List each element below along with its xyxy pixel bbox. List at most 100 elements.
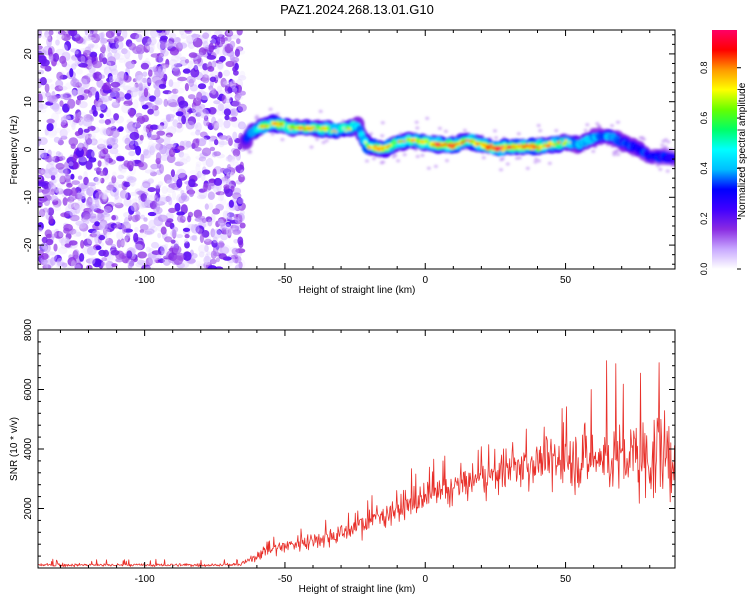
ridge-cell <box>558 141 562 144</box>
noise-blob <box>206 251 211 256</box>
noise-blob <box>71 122 76 130</box>
noise-blob <box>89 256 96 265</box>
y-tick-label: 8000 <box>23 318 34 341</box>
noise-blob <box>149 124 159 130</box>
noise-blob <box>150 134 161 140</box>
noise-blob <box>185 140 192 148</box>
noise-blob <box>236 38 241 45</box>
ridge-cell <box>460 141 463 145</box>
noise-blob <box>220 198 227 206</box>
noise-blob <box>115 30 123 34</box>
noise-blob <box>213 100 221 105</box>
noise-blob <box>173 69 182 77</box>
noise-blob <box>38 227 43 233</box>
noise-blob <box>75 113 80 124</box>
noise-blob <box>141 179 151 189</box>
noise-blob <box>223 69 231 77</box>
noise-blob <box>159 144 167 155</box>
noise-blob <box>67 58 76 68</box>
noise-blob <box>116 155 125 161</box>
noise-blob <box>140 183 150 193</box>
noise-blob <box>70 187 78 197</box>
noise-blob <box>105 108 112 118</box>
noise-blob <box>56 33 65 40</box>
noise-blob <box>187 215 192 223</box>
noise-blob <box>61 127 71 134</box>
noise-blob <box>39 77 47 86</box>
ridge-cell <box>503 147 507 150</box>
ridge-cell <box>499 147 503 151</box>
y-tick-label: 4000 <box>23 437 34 460</box>
noise-blob <box>162 90 172 95</box>
noise-blob <box>202 63 209 71</box>
noise-blob <box>110 64 117 75</box>
noise-blob <box>103 209 108 215</box>
noise-blob <box>141 264 151 269</box>
noise-blob <box>54 85 64 92</box>
noise-blob <box>161 186 168 194</box>
ridge-speck <box>536 124 541 127</box>
ridge-cell <box>513 146 516 149</box>
ridge-speck <box>280 138 285 142</box>
noise-blob <box>177 76 188 82</box>
noise-blob <box>130 256 138 263</box>
noise-blob <box>78 63 88 68</box>
noise-blob <box>224 188 233 197</box>
noise-blob <box>74 205 81 214</box>
x-tick-label: -100 <box>135 574 155 585</box>
noise-blob <box>165 143 176 150</box>
noise-blob <box>147 211 157 217</box>
ridge-cell <box>301 126 304 130</box>
ridge-speck <box>516 132 521 136</box>
noise-blob <box>231 247 239 255</box>
noise-blob <box>203 238 213 245</box>
noise-blob <box>172 63 181 69</box>
noise-blob <box>101 261 106 266</box>
noise-blob <box>62 197 68 206</box>
noise-blob <box>204 253 209 263</box>
noise-blob <box>156 197 162 205</box>
noise-blob <box>136 122 141 129</box>
ridge-speck <box>595 122 600 126</box>
ridge-cell <box>556 141 560 144</box>
ridge-speck <box>500 157 505 161</box>
noise-blob <box>89 44 94 50</box>
noise-blob <box>63 188 73 196</box>
noise-blob <box>239 70 246 79</box>
noise-blob <box>223 119 231 129</box>
noise-blob <box>38 169 44 175</box>
noise-blob <box>40 59 50 67</box>
noise-blob <box>190 67 200 78</box>
noise-blob <box>178 151 185 158</box>
noise-blob <box>38 137 48 146</box>
noise-blob <box>41 195 48 203</box>
noise-blob <box>48 95 58 104</box>
noise-blob <box>102 249 109 257</box>
noise-blob <box>170 169 175 178</box>
noise-blob <box>101 193 108 202</box>
noise-blob <box>168 32 177 40</box>
ridge-cell <box>315 128 318 131</box>
noise-blob <box>176 122 183 129</box>
ridge-cell <box>466 138 469 142</box>
noise-blob <box>151 75 162 84</box>
noise-blob <box>65 205 71 215</box>
noise-blob <box>129 139 135 146</box>
noise-blob <box>163 136 171 146</box>
noise-blob <box>239 169 245 178</box>
noise-blob <box>216 36 221 46</box>
noise-blob <box>225 210 230 220</box>
noise-blob <box>163 64 170 69</box>
noise-blob <box>180 153 190 160</box>
noise-blob <box>138 203 147 208</box>
noise-blob <box>219 246 230 255</box>
noise-blob <box>52 52 60 62</box>
ridge-cell <box>319 128 322 131</box>
noise-blob <box>41 236 48 244</box>
noise-blob <box>208 42 215 53</box>
noise-blob <box>69 214 80 222</box>
noise-blob <box>54 231 64 239</box>
ridge-cell <box>462 140 465 144</box>
ridge-cell <box>376 147 379 150</box>
